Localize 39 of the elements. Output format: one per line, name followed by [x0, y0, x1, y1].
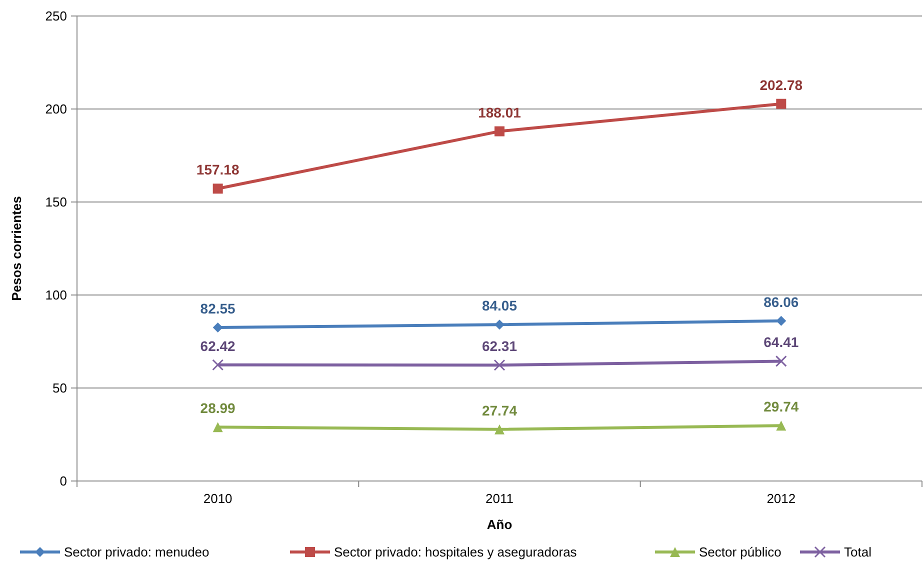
- legend-label: Total: [844, 544, 872, 560]
- y-tick-label: 250: [45, 8, 67, 24]
- data-label: 62.31: [482, 338, 518, 354]
- data-label: 28.99: [200, 400, 236, 416]
- x-axis-title: Año: [486, 517, 512, 532]
- x-tick-label: 2011: [486, 491, 514, 506]
- legend-label: Sector privado: hospitales y aseguradoras: [334, 544, 578, 560]
- y-tick-label: 100: [45, 288, 67, 303]
- point: [494, 126, 504, 136]
- legend-label: Sector privado: menudeo: [64, 544, 210, 560]
- point: [776, 316, 786, 326]
- point: [212, 359, 224, 371]
- point: [776, 98, 786, 109]
- data-label: 188.01: [478, 104, 522, 120]
- data-label: 62.42: [200, 338, 236, 354]
- point: [212, 322, 223, 332]
- point: [775, 355, 787, 367]
- point: [776, 420, 786, 431]
- y-tick-label: 150: [45, 194, 67, 210]
- x-tick-label: 2010: [203, 491, 232, 506]
- x-tick-label: 2012: [766, 491, 796, 506]
- data-label: 157.18: [196, 162, 240, 178]
- point: [494, 424, 504, 434]
- y-tick-label: 0: [60, 474, 67, 489]
- y-tick-label: 50: [52, 380, 67, 396]
- data-label: 86.06: [764, 294, 799, 310]
- data-label: 82.55: [200, 300, 236, 316]
- legend-label: Sector público: [699, 544, 782, 560]
- data-label: 29.74: [764, 398, 799, 415]
- data-label: 64.41: [764, 334, 799, 350]
- data-label: 202.78: [760, 76, 803, 93]
- y-tick-label: 200: [45, 102, 67, 117]
- point: [212, 184, 223, 194]
- data-label: 27.74: [482, 402, 518, 418]
- data-label: 84.05: [482, 298, 518, 314]
- y-axis-title: Pesos corrientes: [9, 196, 24, 301]
- point: [212, 422, 223, 432]
- point: [494, 320, 504, 330]
- point: [494, 359, 506, 371]
